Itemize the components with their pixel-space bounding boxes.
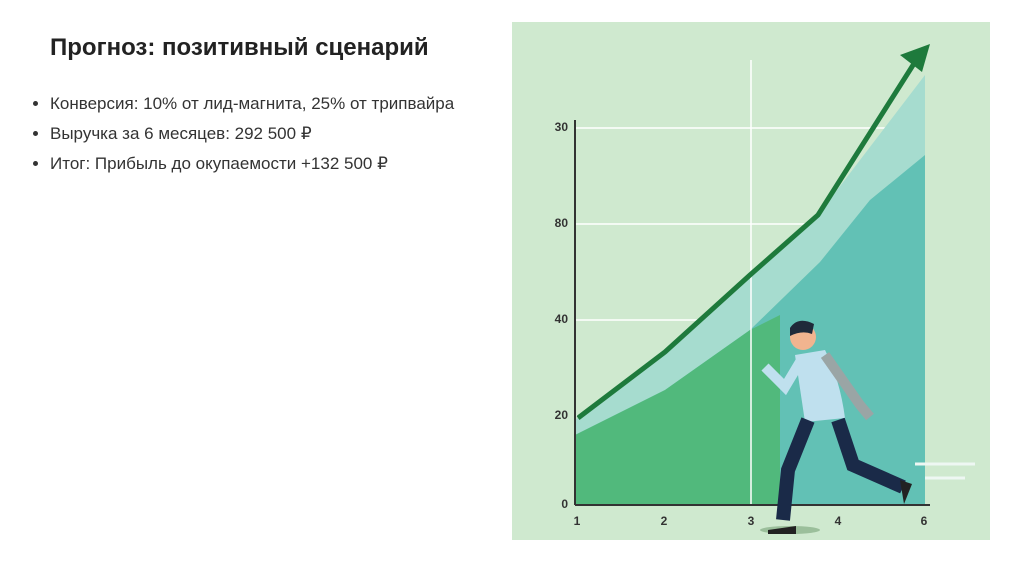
y-label: 30 xyxy=(555,120,569,134)
y-label: 40 xyxy=(555,312,569,326)
runner xyxy=(760,320,975,534)
trend-line xyxy=(576,60,918,420)
shoes xyxy=(768,480,912,534)
arrow-head xyxy=(900,44,930,72)
x-label: 3 xyxy=(748,514,755,528)
bullet: Конверсия: 10% от лид-магнита, 25% от тр… xyxy=(50,92,470,116)
bullet: Выручка за 6 месяцев: 292 500 ₽ xyxy=(50,122,470,146)
y-label: 80 xyxy=(555,216,569,230)
x-label: 1 xyxy=(574,514,581,528)
hair xyxy=(790,320,814,336)
x-label: 4 xyxy=(835,514,842,528)
x-label: 2 xyxy=(661,514,668,528)
y-label: 0 xyxy=(561,497,568,511)
slide-title: Прогноз: позитивный сценарий xyxy=(50,34,429,61)
legs xyxy=(776,417,906,521)
area-green xyxy=(575,315,780,505)
y-label: 20 xyxy=(555,408,569,422)
x-label: 6 xyxy=(921,514,928,528)
arm-front xyxy=(761,359,805,396)
bullet: Итог: Прибыль до окупаемости +132 500 ₽ xyxy=(50,152,470,176)
bullet-list: Конверсия: 10% от лид-магнита, 25% от тр… xyxy=(30,92,470,182)
arm-back xyxy=(820,352,874,421)
